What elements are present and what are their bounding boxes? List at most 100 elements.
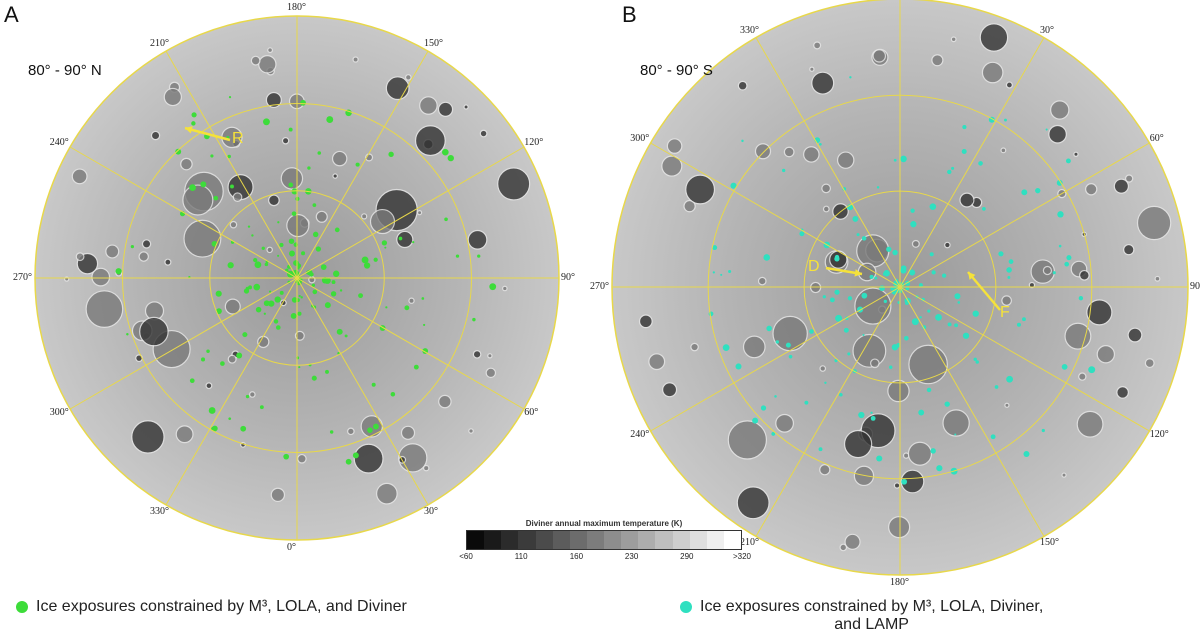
ice-exposure	[253, 283, 261, 291]
crater	[1116, 386, 1130, 399]
crater	[257, 335, 270, 349]
crater	[775, 413, 795, 433]
ice-exposure	[1056, 179, 1063, 186]
crater	[347, 427, 355, 436]
longitude-label: 210°	[740, 537, 759, 549]
ice-exposure	[390, 391, 396, 397]
ice-exposure	[728, 269, 732, 274]
ice-exposure	[277, 254, 280, 257]
ice-exposure	[300, 296, 303, 299]
ice-exposure	[870, 411, 873, 414]
longitude-label: 120°	[1149, 429, 1169, 440]
ice-exposure	[312, 289, 318, 295]
ice-exposure	[1016, 322, 1021, 327]
crater	[131, 420, 165, 454]
crater	[361, 213, 368, 220]
crater	[907, 441, 933, 466]
ice-exposure	[1065, 158, 1071, 164]
colorbar-swatch	[604, 531, 622, 549]
crater	[408, 297, 415, 304]
legend-text: Ice exposures constrained by M³, LOLA, a…	[36, 598, 407, 615]
crater	[950, 36, 957, 43]
ice-exposure	[254, 261, 262, 269]
crater	[757, 276, 767, 286]
ice-exposure	[423, 323, 426, 327]
ice-exposure	[298, 294, 301, 298]
ice-exposure	[444, 217, 448, 222]
crater	[648, 353, 666, 371]
crater	[1001, 295, 1012, 306]
longitude-line	[296, 146, 525, 279]
ice-exposure	[763, 254, 771, 261]
colorbar-swatch	[638, 531, 656, 549]
crater	[690, 342, 699, 352]
crater	[437, 101, 454, 117]
ice-exposure	[268, 300, 275, 307]
point-label-d: D	[808, 258, 820, 275]
ice-exposure	[247, 225, 251, 228]
crater	[661, 155, 683, 177]
crater	[71, 168, 88, 185]
longitude-label: 90°	[561, 272, 575, 283]
crater	[944, 241, 951, 249]
longitude-line	[650, 142, 901, 288]
ice-exposure	[336, 328, 343, 335]
colorbar-swatch	[655, 531, 673, 549]
ice-exposure	[290, 312, 297, 319]
crater	[281, 137, 290, 145]
ice-exposure	[1052, 271, 1056, 275]
ice-exposure	[311, 375, 317, 381]
ice-exposure	[245, 394, 250, 399]
ice-exposure	[886, 246, 892, 252]
colorbar-swatch	[501, 531, 519, 549]
ice-exposure	[954, 323, 958, 328]
ice-exposure	[130, 244, 134, 249]
ice-exposure	[927, 309, 931, 313]
longitude-line	[755, 286, 901, 537]
ice-exposure	[189, 378, 195, 384]
ice-exposure	[371, 382, 376, 387]
ice-exposure	[367, 427, 373, 433]
colorbar-title: Diviner annual maximum temperature (K)	[525, 519, 683, 528]
ice-exposure	[289, 250, 295, 257]
crater	[727, 420, 768, 460]
crater	[1078, 269, 1090, 281]
ice-exposure	[752, 417, 759, 424]
ice-exposure	[297, 267, 300, 270]
green-dot-icon	[16, 601, 28, 613]
ice-exposure	[212, 425, 218, 432]
crater	[150, 130, 161, 141]
point-label-r: R	[232, 130, 244, 147]
ice-exposure	[293, 260, 299, 266]
ice-exposure	[911, 318, 919, 326]
ice-exposure	[876, 186, 880, 189]
ice-exposure	[799, 231, 805, 237]
ice-exposure	[712, 271, 715, 274]
ice-exposure	[312, 231, 319, 238]
ice-exposure	[413, 364, 419, 370]
crater	[398, 443, 428, 473]
ice-exposure	[998, 251, 1004, 257]
crater	[266, 246, 273, 254]
longitude-label: 210°	[150, 38, 169, 50]
ice-exposure	[227, 262, 234, 269]
crater	[1078, 372, 1087, 381]
crater	[270, 487, 286, 503]
longitude-line	[899, 286, 1150, 432]
ice-exposure	[847, 352, 851, 356]
ice-exposure	[200, 357, 206, 362]
ice-exposure	[288, 182, 294, 188]
colorbar-tick: <60	[459, 552, 473, 561]
crater	[1123, 243, 1135, 256]
south-pole-map	[611, 0, 1189, 576]
crater	[813, 41, 822, 50]
ice-exposure	[1021, 189, 1028, 196]
crater	[224, 298, 241, 315]
ice-exposure	[311, 283, 316, 287]
longitude-line	[69, 146, 298, 279]
region-label-north: 80° - 90° N	[28, 62, 102, 79]
ice-exposure	[345, 458, 352, 465]
longitude-label: 180°	[287, 2, 306, 13]
colorbar-swatch	[621, 531, 639, 549]
crater	[163, 87, 182, 107]
